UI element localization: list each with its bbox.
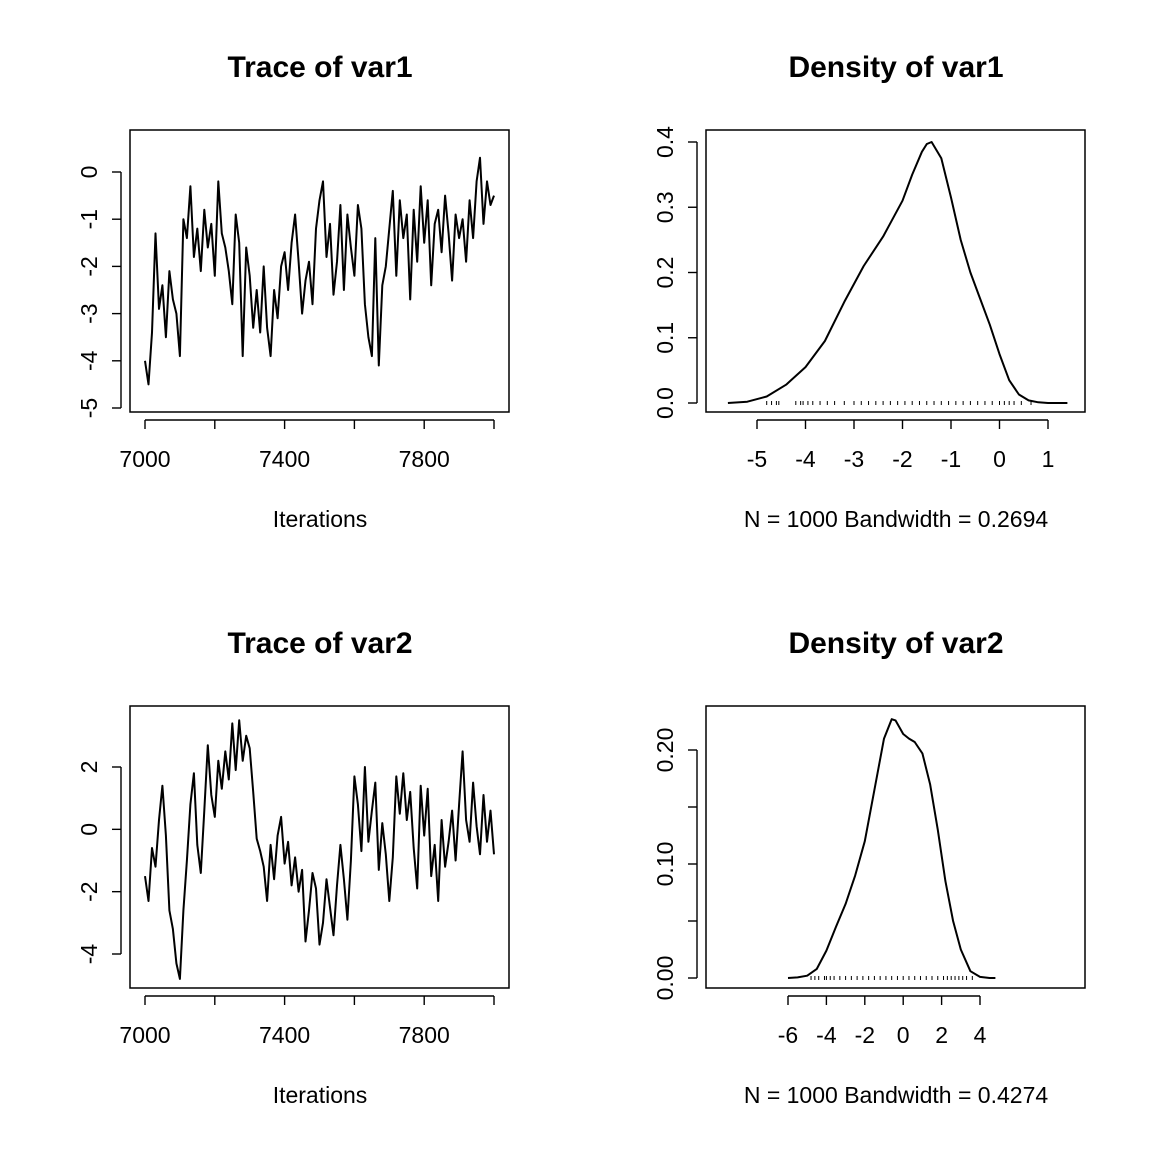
x-tick-label: 7800: [399, 1022, 450, 1048]
y-tick-label: 0.4: [652, 126, 678, 158]
x-tick-label: 2: [935, 1022, 948, 1048]
x-tick-label: -2: [892, 446, 912, 472]
plot-frame: [705, 705, 1086, 989]
x-tick-label: 0: [993, 446, 1006, 472]
chart-title: Density of var1: [788, 51, 1003, 84]
y-tick-label: 0: [76, 166, 102, 179]
y-tick-label: 0.3: [652, 191, 678, 223]
plot-frame: [129, 129, 510, 413]
y-tick-label: -2: [76, 881, 102, 901]
y-tick-label: -1: [76, 209, 102, 229]
y-tick-label: 0.10: [652, 842, 678, 887]
panel-trace-var1: Trace of var1 Iterations 7000 7400 7800 -5 -…: [76, 51, 510, 532]
x-tick-label: 7800: [399, 446, 450, 472]
plot-frame: [705, 129, 1086, 413]
x-tick-label: 7000: [119, 446, 170, 472]
x-axis-label: Iterations: [273, 1082, 368, 1108]
y-tick-label: 0.1: [652, 322, 678, 354]
series-line: [144, 719, 495, 980]
series-line: [727, 141, 1068, 404]
x-tick-label: 4: [974, 1022, 987, 1048]
y-tick-label: -4: [76, 350, 102, 371]
chart-title: Trace of var1: [227, 51, 412, 84]
x-tick-label: -3: [844, 446, 864, 472]
panel-density-var2: Density of var2 N = 1000 Bandwidth = 0.4…: [652, 627, 1086, 1108]
panel-trace-var2: Trace of var2 Iterations 7000 7400 7800 -4 -…: [76, 627, 510, 1108]
y-tick-label: 0.20: [652, 728, 678, 773]
y-tick-label: -2: [76, 256, 102, 276]
x-tick-label: 7400: [259, 1022, 310, 1048]
x-tick-label: 7000: [119, 1022, 170, 1048]
panel-density-var1: Density of var1 N = 1000 Bandwidth = 0.2…: [652, 51, 1086, 532]
x-tick-label: 1: [1042, 446, 1055, 472]
y-tick-label: -5: [76, 398, 102, 418]
chart-title: Density of var2: [788, 627, 1003, 660]
y-tick-label: 0.0: [652, 387, 678, 419]
series-line: [787, 718, 996, 979]
y-tick-label: 0.2: [652, 257, 678, 289]
x-tick-label: -4: [816, 1022, 837, 1048]
x-axis-label: Iterations: [273, 506, 368, 532]
x-tick-label: -4: [795, 446, 816, 472]
x-axis-label: N = 1000 Bandwidth = 0.4274: [744, 1082, 1049, 1108]
chart-title: Trace of var2: [227, 627, 412, 660]
y-tick-label: -4: [76, 944, 102, 965]
x-tick-label: -5: [747, 446, 767, 472]
y-tick-label: 0: [76, 823, 102, 836]
x-axis-label: N = 1000 Bandwidth = 0.2694: [744, 506, 1049, 532]
x-tick-label: 7400: [259, 446, 310, 472]
x-tick-label: -2: [855, 1022, 875, 1048]
y-tick-label: -3: [76, 303, 102, 323]
series-line: [144, 156, 495, 386]
x-tick-label: 0: [897, 1022, 910, 1048]
plot-frame: [129, 705, 510, 989]
y-tick-label: 0.00: [652, 956, 678, 1001]
x-tick-label: -6: [778, 1022, 798, 1048]
x-tick-label: -1: [941, 446, 961, 472]
y-tick-label: 2: [76, 761, 102, 774]
